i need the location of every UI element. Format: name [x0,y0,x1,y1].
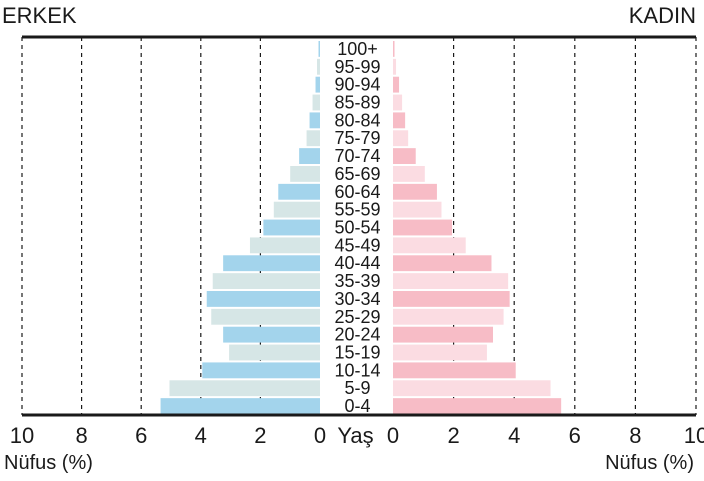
age-label-100+: 100+ [337,39,378,59]
bar-male-60-64 [278,183,320,200]
bar-female-65-69 [393,166,425,182]
bar-female-35-39 [393,273,509,289]
bar-male-70-74 [299,148,320,164]
bar-female-15-19 [393,344,487,361]
bar-male-40-44 [223,255,320,272]
bar-female-80-84 [393,112,406,129]
age-label-60-64: 60-64 [334,182,380,202]
bar-male-55-59 [273,201,320,218]
bar-female-20-24 [393,326,493,343]
age-label-80-84: 80-84 [334,110,380,130]
bar-female-95-99 [393,58,397,75]
bar-male-0-4 [160,398,320,414]
bar-male-50-54 [263,219,320,236]
x-tick-right-0: 0 [387,423,399,448]
x-tick-right-8: 8 [629,423,641,448]
bar-female-40-44 [393,255,492,272]
title-erkek: ERKEK [2,3,77,28]
age-label-65-69: 65-69 [334,164,380,184]
bar-male-15-19 [229,344,320,361]
x-tick-left-10: 10 [10,423,34,448]
bar-male-75-79 [306,130,320,147]
age-label-90-94: 90-94 [334,75,380,95]
bar-female-60-64 [393,183,437,200]
x-axis-label-right: Nüfus (%) [605,452,694,474]
bar-female-90-94 [393,76,400,93]
bar-female-85-89 [393,94,403,111]
bar-female-75-79 [393,130,409,147]
bar-female-0-4 [393,398,562,414]
age-label-55-59: 55-59 [334,200,380,220]
bar-female-45-49 [393,237,466,254]
bar-male-35-39 [212,273,320,289]
age-label-45-49: 45-49 [334,235,380,255]
bar-female-70-74 [393,148,416,164]
bar-female-25-29 [393,308,504,325]
bar-female-100+ [393,41,395,57]
x-tick-left-0: 0 [314,423,326,448]
x-tick-left-2: 2 [254,423,266,448]
axes [22,35,696,417]
age-label-25-29: 25-29 [334,307,380,327]
bar-male-95-99 [317,58,320,75]
bar-female-30-34 [393,291,510,307]
age-label-10-14: 10-14 [334,360,380,380]
x-tick-left-8: 8 [75,423,87,448]
bar-male-90-94 [315,76,320,93]
bar-male-65-69 [290,166,320,182]
bar-female-5-9 [393,380,551,397]
age-label-35-39: 35-39 [334,271,380,291]
x-axis-label-left: Nüfus (%) [4,452,93,474]
x-tick-left-6: 6 [135,423,147,448]
title-kadin: KADIN [628,3,696,28]
bar-male-100+ [318,41,320,57]
x-tick-right-4: 4 [508,423,520,448]
bar-male-80-84 [309,112,320,129]
age-label-40-44: 40-44 [334,253,380,273]
age-label-20-24: 20-24 [334,325,380,345]
bar-male-5-9 [169,380,320,397]
bar-female-50-54 [393,219,453,236]
x-tick-left-4: 4 [195,423,207,448]
age-label-0-4: 0-4 [344,396,370,416]
x-tick-right-2: 2 [447,423,459,448]
center-axis-label: Yaş [337,423,373,448]
age-label-50-54: 50-54 [334,218,380,238]
age-label-5-9: 5-9 [344,378,370,398]
bar-male-85-89 [312,94,320,111]
bar-male-30-34 [206,291,320,307]
x-tick-right-6: 6 [569,423,581,448]
age-label-70-74: 70-74 [334,146,380,166]
age-label-95-99: 95-99 [334,57,380,77]
bar-male-10-14 [202,362,320,379]
bar-male-20-24 [223,326,320,343]
bar-male-45-49 [249,237,320,254]
bar-female-10-14 [393,362,516,379]
age-label-30-34: 30-34 [334,289,380,309]
bars [160,41,562,414]
bar-female-55-59 [393,201,442,218]
bar-male-25-29 [211,308,320,325]
age-label-15-19: 15-19 [334,343,380,363]
age-label-75-79: 75-79 [334,128,380,148]
age-label-85-89: 85-89 [334,93,380,113]
x-tick-right-10: 10 [684,423,704,448]
labels: 100+95-9990-9485-8980-8475-7970-7465-696… [10,39,704,448]
